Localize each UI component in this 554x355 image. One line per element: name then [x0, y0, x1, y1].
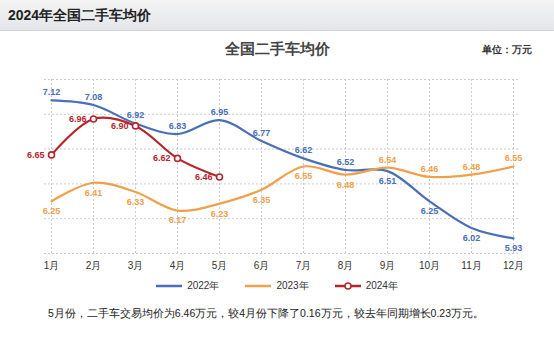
svg-text:6.52: 6.52 — [337, 157, 355, 167]
svg-text:11月: 11月 — [461, 260, 481, 271]
html-text:2022年: 2022年 — [187, 280, 220, 291]
svg-text:3月: 3月 — [128, 260, 144, 271]
svg-text:6.83: 6.83 — [169, 121, 187, 131]
svg-text:6.51: 6.51 — [379, 176, 397, 186]
svg-text:6月: 6月 — [254, 260, 270, 271]
svg-text:6.23: 6.23 — [211, 209, 229, 219]
svg-text:10月: 10月 — [419, 260, 440, 271]
svg-text:6.33: 6.33 — [127, 197, 145, 207]
svg-text:6.95: 6.95 — [211, 107, 229, 117]
svg-text:6.77: 6.77 — [253, 128, 271, 138]
svg-text:6.65: 6.65 — [27, 150, 45, 160]
svg-text:6.55: 6.55 — [295, 171, 313, 181]
svg-text:6.02: 6.02 — [463, 233, 481, 243]
svg-text:6.17: 6.17 — [169, 215, 187, 225]
html-text:5月份，二手车交易均价为6.46万元，较4月份下降了0.16: 5月份，二手车交易均价为6.46万元，较4月份下降了0.16万元，较去年同期增长… — [48, 307, 484, 319]
svg-text:7.08: 7.08 — [85, 92, 103, 102]
svg-text:9月: 9月 — [380, 260, 396, 271]
svg-text:8月: 8月 — [338, 260, 354, 271]
svg-text:6.54: 6.54 — [379, 155, 397, 165]
svg-text:5.93: 5.93 — [505, 243, 523, 253]
svg-text:6.25: 6.25 — [421, 206, 439, 216]
svg-text:6.25: 6.25 — [43, 206, 61, 216]
svg-text:6.92: 6.92 — [127, 110, 145, 120]
svg-text:6.48: 6.48 — [337, 180, 355, 190]
svg-text:4月: 4月 — [170, 260, 186, 271]
svg-text:6.46: 6.46 — [421, 164, 439, 174]
svg-text:6.96: 6.96 — [69, 114, 87, 124]
html-text:2024年: 2024年 — [365, 280, 398, 291]
svg-text:6.62: 6.62 — [153, 153, 171, 163]
svg-text:1月: 1月 — [44, 260, 60, 271]
svg-text:6.35: 6.35 — [253, 195, 271, 205]
svg-text:6.62: 6.62 — [295, 145, 313, 155]
svg-text:6.41: 6.41 — [85, 188, 103, 198]
svg-text:2月: 2月 — [86, 260, 102, 271]
svg-text:7月: 7月 — [296, 260, 312, 271]
html-text:2023年: 2023年 — [276, 280, 309, 291]
svg-text:6.90: 6.90 — [111, 121, 129, 131]
svg-text:5月: 5月 — [212, 260, 228, 271]
svg-text:7.12: 7.12 — [43, 87, 61, 97]
html-text:2024年全国二手车均价: 2024年全国二手车均价 — [8, 7, 152, 23]
html-text:单位：万元: 单位：万元 — [482, 44, 532, 55]
svg-text:6.48: 6.48 — [463, 162, 481, 172]
svg-text:6.55: 6.55 — [505, 153, 523, 163]
svg-text:12月: 12月 — [503, 260, 524, 271]
svg-text:6.46: 6.46 — [195, 172, 213, 182]
html-text:全国二手车均价: 全国二手车均价 — [224, 40, 330, 57]
